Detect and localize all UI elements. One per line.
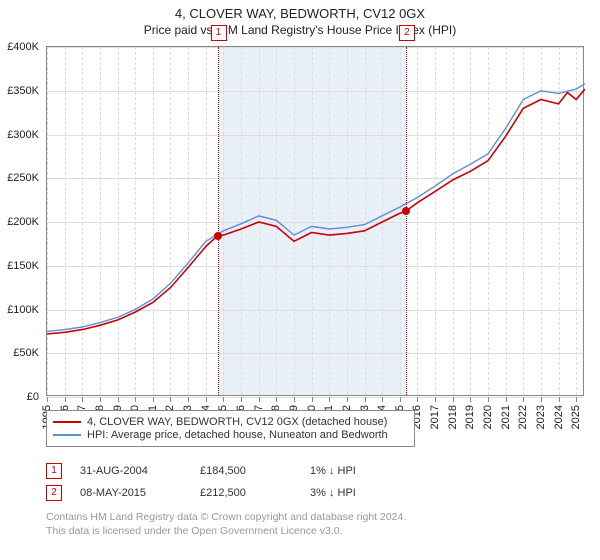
x-axis-tick bbox=[417, 397, 418, 402]
sale-row-number: 2 bbox=[46, 485, 62, 501]
x-axis-tick bbox=[188, 397, 189, 402]
x-axis-tick bbox=[170, 397, 171, 402]
x-axis-tick bbox=[559, 397, 560, 402]
x-axis-tick-label: 2020 bbox=[482, 405, 494, 429]
chart-lines bbox=[47, 47, 585, 397]
y-axis-tick-label: £150K bbox=[0, 260, 39, 272]
legend-swatch bbox=[53, 434, 81, 436]
x-axis-tick bbox=[329, 397, 330, 402]
sale-number-marker: 1 bbox=[211, 25, 227, 41]
sale-row-number: 1 bbox=[46, 463, 62, 479]
x-axis-tick-label: 2021 bbox=[500, 405, 512, 429]
x-axis-tick-label: 2017 bbox=[429, 405, 441, 429]
x-axis-tick bbox=[347, 397, 348, 402]
y-axis-tick-label: £50K bbox=[0, 347, 39, 359]
y-axis-tick-label: £400K bbox=[0, 41, 39, 53]
sale-number-marker: 2 bbox=[399, 25, 415, 41]
legend-label: HPI: Average price, detached house, Nune… bbox=[87, 429, 388, 441]
y-axis-tick-label: £250K bbox=[0, 172, 39, 184]
sales-table: 1 31-AUG-2004£184,5001% ↓ HPI 2 08-MAY-2015… bbox=[46, 460, 410, 504]
x-axis-tick bbox=[523, 397, 524, 402]
x-axis-tick bbox=[576, 397, 577, 402]
sale-row: 1 31-AUG-2004£184,5001% ↓ HPI bbox=[46, 460, 410, 482]
x-axis-tick bbox=[470, 397, 471, 402]
x-axis-tick bbox=[506, 397, 507, 402]
sale-row-price: £184,500 bbox=[200, 465, 310, 477]
sale-row-hpi-delta: 3% ↓ HPI bbox=[310, 487, 410, 499]
legend-item: HPI: Average price, detached house, Nune… bbox=[53, 429, 408, 441]
x-axis-tick bbox=[541, 397, 542, 402]
sale-price-dot bbox=[214, 232, 222, 240]
x-axis-tick bbox=[118, 397, 119, 402]
series-line-hpi bbox=[47, 84, 585, 332]
x-axis-tick-label: 2019 bbox=[464, 405, 476, 429]
x-axis-tick bbox=[453, 397, 454, 402]
x-axis-tick-label: 2024 bbox=[553, 405, 565, 429]
x-axis-tick bbox=[241, 397, 242, 402]
legend-label: 4, CLOVER WAY, BEDWORTH, CV12 0GX (detac… bbox=[87, 416, 387, 428]
footer-attribution: Contains HM Land Registry data © Crown c… bbox=[46, 510, 590, 538]
x-axis-tick bbox=[135, 397, 136, 402]
x-axis-tick-label: 2022 bbox=[517, 405, 529, 429]
x-axis-tick bbox=[259, 397, 260, 402]
y-axis-tick-label: £200K bbox=[0, 216, 39, 228]
y-axis-tick-label: £350K bbox=[0, 85, 39, 97]
x-axis-tick-label: 2018 bbox=[447, 405, 459, 429]
x-axis-tick bbox=[382, 397, 383, 402]
sale-price-dot bbox=[402, 207, 410, 215]
legend-box: 4, CLOVER WAY, BEDWORTH, CV12 0GX (detac… bbox=[46, 410, 415, 447]
y-axis-tick-label: £100K bbox=[0, 304, 39, 316]
gridline-horizontal bbox=[47, 397, 583, 398]
x-axis-tick bbox=[488, 397, 489, 402]
legend-item: 4, CLOVER WAY, BEDWORTH, CV12 0GX (detac… bbox=[53, 416, 408, 428]
x-axis-tick bbox=[400, 397, 401, 402]
x-axis-tick bbox=[435, 397, 436, 402]
sale-row: 2 08-MAY-2015£212,5003% ↓ HPI bbox=[46, 482, 410, 504]
x-axis-tick-label: 2025 bbox=[570, 405, 582, 429]
series-line-price_paid bbox=[47, 89, 585, 334]
footer-line-2: This data is licensed under the Open Gov… bbox=[46, 524, 590, 538]
x-axis-tick bbox=[47, 397, 48, 402]
y-axis-tick-label: £300K bbox=[0, 129, 39, 141]
x-axis-tick bbox=[100, 397, 101, 402]
x-axis-tick bbox=[206, 397, 207, 402]
sale-row-date: 08-MAY-2015 bbox=[80, 487, 200, 499]
sale-row-hpi-delta: 1% ↓ HPI bbox=[310, 465, 410, 477]
chart-plot-area: £0£50K£100K£150K£200K£250K£300K£350K£400… bbox=[46, 46, 584, 396]
sale-row-date: 31-AUG-2004 bbox=[80, 465, 200, 477]
x-axis-tick bbox=[294, 397, 295, 402]
x-axis-tick-label: 2023 bbox=[535, 405, 547, 429]
x-axis-tick bbox=[82, 397, 83, 402]
y-axis-tick-label: £0 bbox=[0, 391, 39, 403]
x-axis-tick bbox=[312, 397, 313, 402]
chart-subtitle: Price paid vs. HM Land Registry's House … bbox=[0, 23, 600, 37]
sale-row-price: £212,500 bbox=[200, 487, 310, 499]
x-axis-tick bbox=[223, 397, 224, 402]
x-axis-tick bbox=[65, 397, 66, 402]
x-axis-tick bbox=[153, 397, 154, 402]
x-axis-tick bbox=[276, 397, 277, 402]
chart-title-address: 4, CLOVER WAY, BEDWORTH, CV12 0GX bbox=[0, 6, 600, 21]
footer-line-1: Contains HM Land Registry data © Crown c… bbox=[46, 510, 590, 524]
x-axis-tick bbox=[365, 397, 366, 402]
legend-swatch bbox=[53, 421, 81, 423]
